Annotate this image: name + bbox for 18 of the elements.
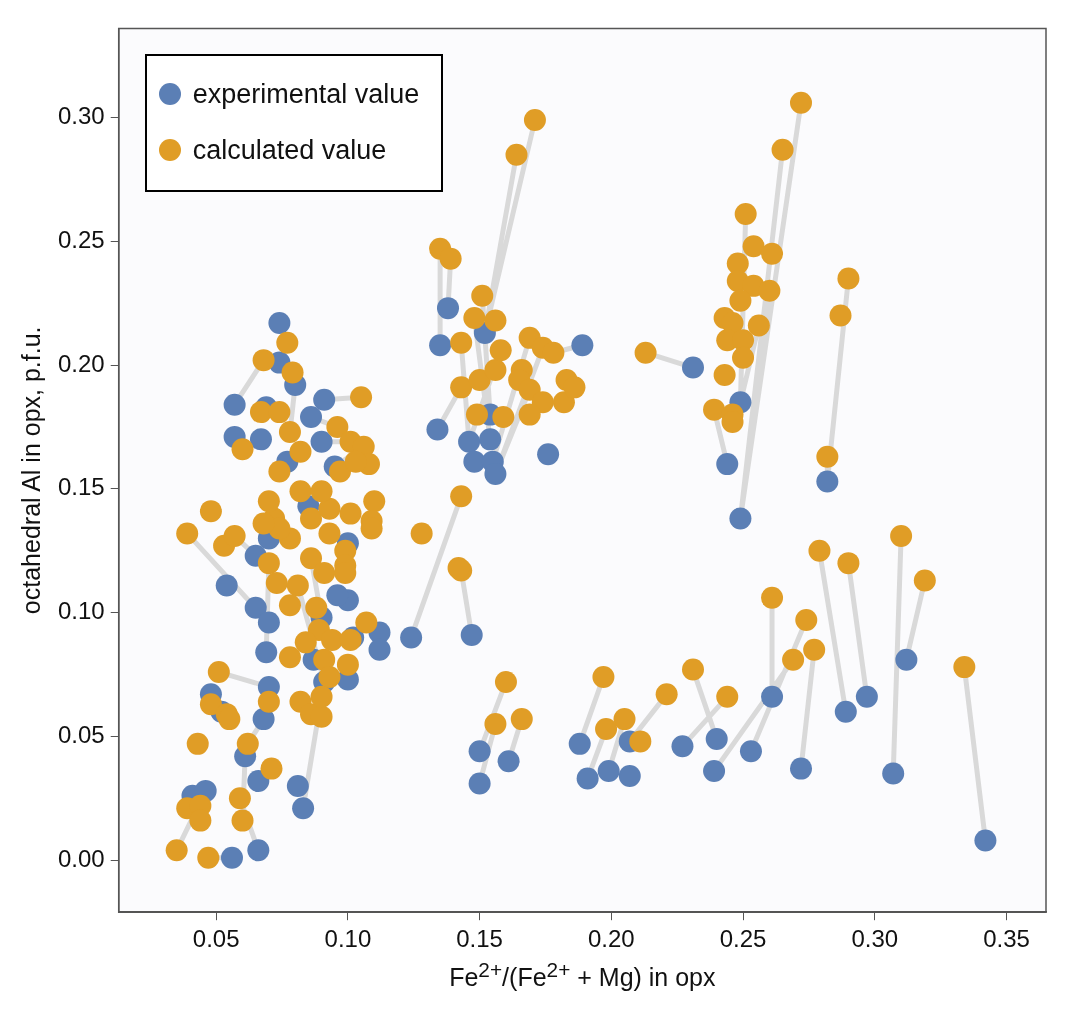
x-tick-label: 0.15: [456, 925, 503, 953]
y-tick-label: 0.30: [57, 102, 105, 130]
y-tick-label: 0.25: [57, 225, 105, 253]
x-axis-title: Fe$^{2+}$/(Fe$^{2+}$ + Mg) in opx: [448, 958, 717, 993]
x-tick-label: 0.35: [983, 925, 1030, 953]
y-tick-label: 0.00: [57, 844, 105, 872]
x-tick-label: 0.10: [324, 925, 372, 953]
y-axis-title: octahedral Al in opx, p.f.u.: [16, 326, 45, 615]
x-tick-label: 0.05: [192, 925, 240, 953]
y-tick-label: 0.05: [57, 721, 105, 749]
y-tick-label: 0.15: [57, 473, 105, 501]
x-tick-label: 0.20: [587, 925, 635, 953]
x-tick-label: 0.25: [719, 925, 767, 953]
legend-label: experimental value: [192, 78, 420, 110]
y-tick-label: 0.10: [57, 597, 105, 625]
y-tick-label: 0.20: [57, 349, 105, 377]
x-tick-label: 0.30: [851, 925, 899, 953]
legend-label: calculated value: [192, 134, 387, 166]
